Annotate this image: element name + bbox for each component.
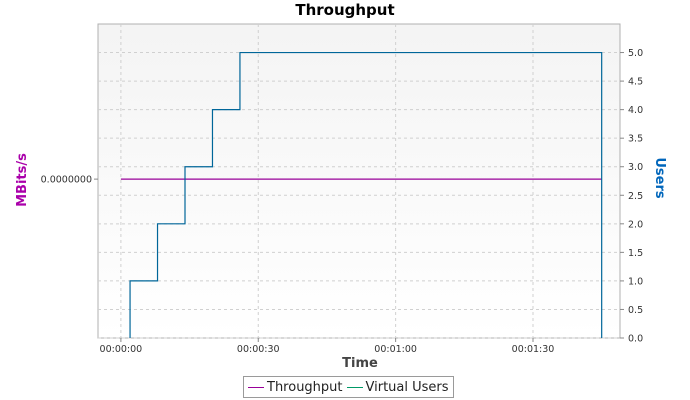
right-tick-label: 3.0 (628, 162, 643, 173)
right-axis-title: Users (652, 157, 667, 199)
x-tick-label: 00:00:00 (100, 344, 143, 355)
plot-area (97, 23, 621, 339)
legend-swatch-throughput (248, 386, 264, 388)
legend-item-virtual-users: Virtual Users (346, 379, 449, 395)
x-tick-label: 00:00:30 (237, 344, 280, 355)
left-tick-label: 0.0000000 (41, 175, 92, 186)
right-tick-label: 0.0 (628, 334, 643, 345)
right-tick-label: 2.5 (628, 191, 643, 202)
legend-label-virtual-users: Virtual Users (365, 379, 449, 395)
right-tick-label: 1.5 (628, 248, 643, 259)
legend-label-throughput: Throughput (267, 379, 343, 395)
right-tick-label: 5.0 (628, 48, 643, 59)
tick-labels: 00:00:00 00:00:30 00:01:00 00:01:30 0.0 0.5 1.… (41, 48, 643, 355)
series-virtual-users-line (129, 51, 603, 338)
series-lines (120, 51, 603, 338)
right-tick-label: 3.5 (628, 134, 643, 145)
right-tick-label: 0.5 (628, 305, 643, 316)
right-tick-label: 2.0 (628, 219, 643, 230)
left-axis-title: MBits/s (15, 153, 30, 207)
right-tick-label: 4.0 (628, 105, 643, 116)
chart-title: Throughput (295, 1, 394, 19)
right-tick-label: 1.0 (628, 276, 643, 287)
x-axis-title: Time (342, 356, 378, 371)
chart-legend: Throughput Virtual Users (243, 376, 454, 398)
x-tick-label: 00:01:30 (512, 344, 555, 355)
legend-swatch-virtual-users (346, 386, 363, 388)
x-tick-label: 00:01:00 (374, 344, 417, 355)
right-tick-label: 4.5 (628, 77, 643, 88)
legend-item-throughput: Throughput (248, 380, 343, 395)
